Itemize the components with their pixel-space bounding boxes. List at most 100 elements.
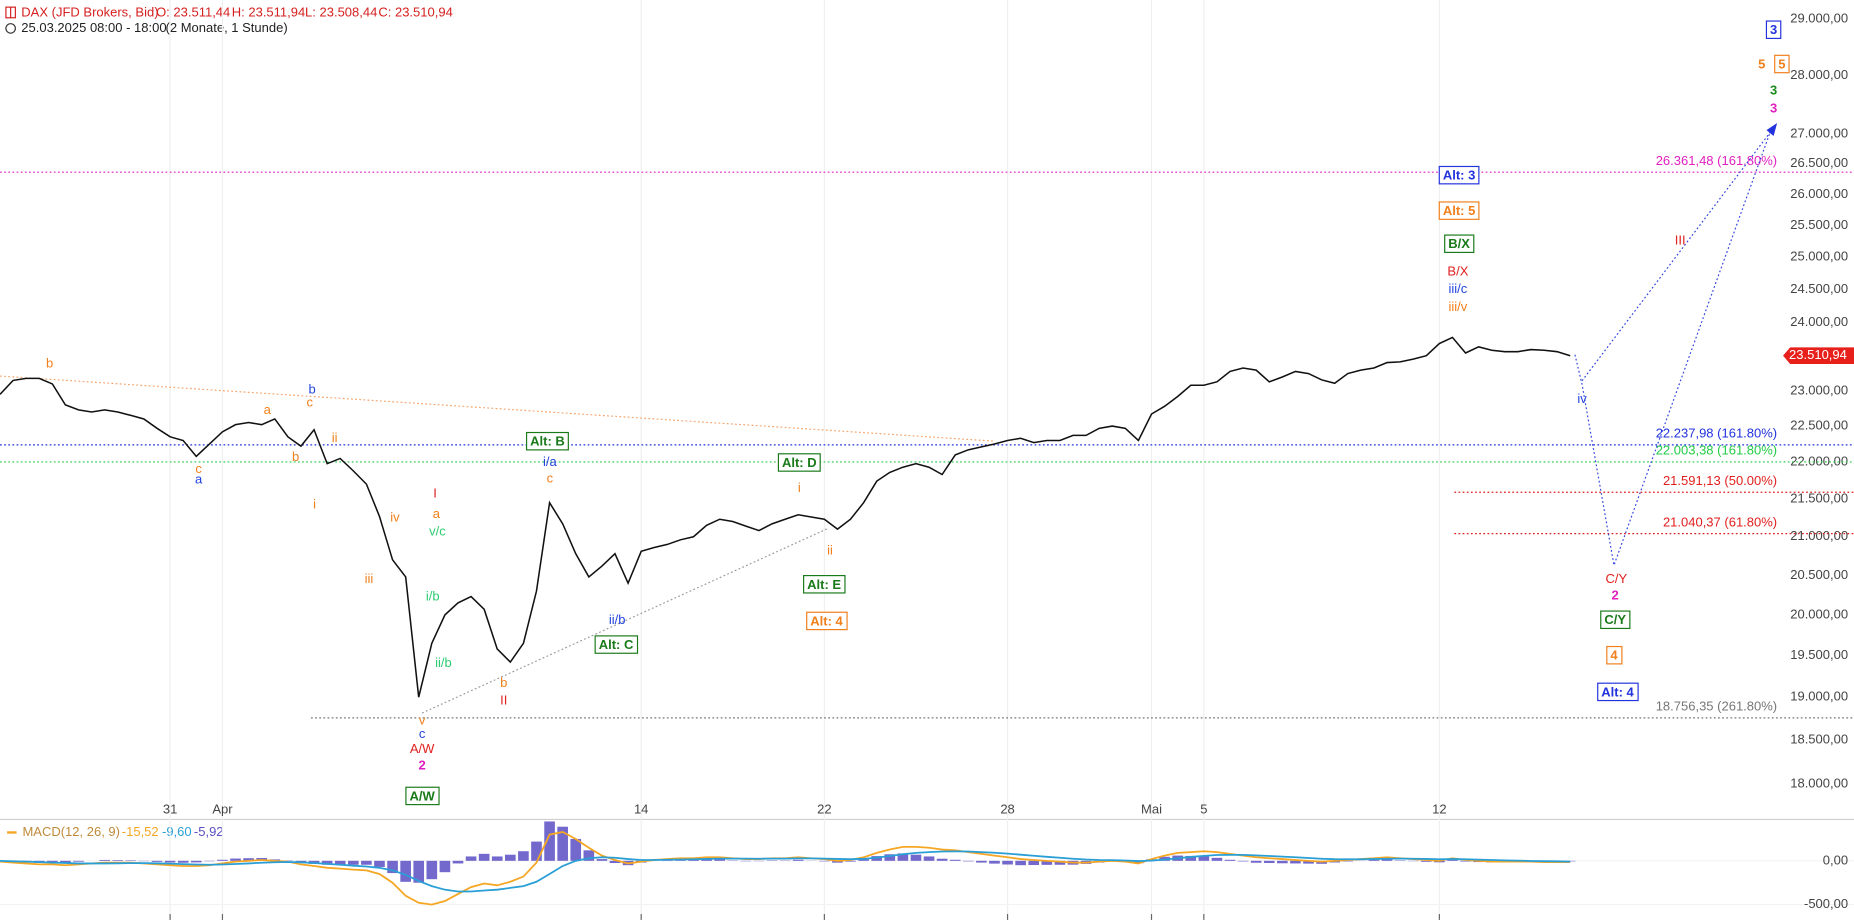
macd-histogram-bar <box>962 860 974 862</box>
wave-label-box <box>803 574 846 594</box>
y-tick-label: 26.000,00 <box>1790 186 1848 201</box>
wave-label-box <box>1444 234 1475 254</box>
y-tick-label: 25.500,00 <box>1790 217 1848 232</box>
clock-icon <box>5 23 16 34</box>
header-ohlc: O: 23.511,44 <box>156 4 230 19</box>
wave-label: 3 <box>1770 100 1777 115</box>
macd-histogram-bar <box>1002 860 1013 865</box>
macd-histogram-bar <box>99 859 111 861</box>
macd-histogram-bar <box>1133 860 1144 864</box>
wave-label: Alt: 5 <box>1438 201 1480 220</box>
y-tick-label: 19.000,00 <box>1790 689 1848 704</box>
wave-label: 3 <box>1765 20 1782 40</box>
wave-label: c <box>195 461 202 476</box>
macd-histogram-bar <box>374 860 385 867</box>
wave-label: Alt: D <box>777 453 821 472</box>
wave-label: C/Y <box>1606 571 1628 586</box>
macd-histogram-bar <box>701 859 712 861</box>
wave-label-text: ii/b <box>609 612 626 627</box>
wave-label: b <box>46 356 53 371</box>
macd-histogram-bar <box>413 860 425 883</box>
macd-histogram-bar <box>714 859 726 861</box>
wave-label: A/W <box>410 741 435 756</box>
wave-label-text: b <box>500 675 507 690</box>
wave-label: c <box>307 395 314 410</box>
macd-histogram-bar <box>151 860 163 862</box>
macd-histogram-bar <box>1290 860 1301 864</box>
wave-label-box <box>1774 54 1790 74</box>
macd-histogram-bar <box>531 841 542 861</box>
wave-label-box <box>525 431 569 451</box>
wave-label: iii/v <box>1449 299 1468 314</box>
macd-histogram-bar <box>60 860 71 864</box>
y-tick-label: 21.500,00 <box>1790 490 1848 505</box>
wave-label: v/c <box>429 524 446 539</box>
wave-label-box <box>1597 682 1639 702</box>
macd-histogram-bar <box>819 860 830 862</box>
wave-label: v <box>419 713 426 728</box>
wave-label-text: 3 <box>1770 83 1777 98</box>
macd-histogram-bar <box>1198 856 1210 861</box>
macd-histogram-bar <box>845 860 856 862</box>
y-tick-label: 20.500,00 <box>1790 567 1848 582</box>
level-label: 21.040,37 (61.80%) <box>1663 514 1777 529</box>
y-tick-label: 20.000,00 <box>1790 606 1848 621</box>
wave-label: iv <box>390 509 400 524</box>
wave-label: i/b <box>426 589 440 604</box>
projection-arrow <box>1766 123 1778 137</box>
macd-legend-value: -5,92 <box>194 824 224 839</box>
macd-histogram-bar <box>400 860 411 882</box>
macd-histogram-bar <box>230 858 241 861</box>
wave-label: ii/b <box>435 655 452 670</box>
wave-label-text: 3 <box>1770 100 1777 115</box>
wave-label: B/X <box>1447 263 1468 278</box>
macd-histogram-bar <box>125 860 137 861</box>
macd-histogram-bar <box>1237 860 1249 862</box>
wave-label: c <box>419 726 426 741</box>
wave-label-text: A/W <box>410 741 435 756</box>
macd-histogram-bar <box>439 860 451 873</box>
x-tick-label: 31 <box>163 801 177 816</box>
wave-label-text: c <box>307 395 314 410</box>
wave-label-box <box>1438 165 1480 185</box>
wave-label-text: v <box>419 713 426 728</box>
wave-label: i <box>313 496 316 511</box>
macd-histogram-bar <box>1447 859 1458 861</box>
y-tick-label: 21.000,00 <box>1790 528 1848 543</box>
wave-label: 5 <box>1774 54 1790 74</box>
macd-legend-value: -15,52 <box>122 824 159 839</box>
wave-label: 2 <box>418 758 425 773</box>
wave-label: I <box>433 486 437 501</box>
header-title: DAX (JFD Brokers, Bid) <box>21 4 158 19</box>
wave-label-text: i <box>798 480 801 495</box>
wave-label: Alt: 4 <box>806 611 848 631</box>
wave-label: II <box>500 693 507 708</box>
macd-histogram-bar <box>1015 860 1026 866</box>
wave-label-text: iv <box>1577 391 1587 406</box>
macd-histogram-bar <box>583 850 595 861</box>
y-tick-label: 19.500,00 <box>1790 647 1848 662</box>
price-tag <box>1783 347 1854 364</box>
level-label: 22.237,98 (161.80%) <box>1656 426 1777 441</box>
macd-histogram-bar <box>321 860 333 865</box>
macd-histogram-bar <box>832 860 843 863</box>
macd-histogram-bar <box>164 860 176 863</box>
wave-label: a <box>195 472 203 487</box>
wave-label-text: Alt: B <box>530 434 565 449</box>
wave-label: 2 <box>1612 587 1619 602</box>
wave-label-text: ii/b <box>435 655 452 670</box>
wave-label: Alt: 3 <box>1438 165 1480 185</box>
macd-histogram-bar <box>73 860 84 862</box>
wave-label-text: ii <box>827 542 833 557</box>
macd-histogram-bar <box>557 826 568 861</box>
wave-label-text: Alt: 4 <box>1601 684 1634 699</box>
y-tick-label: -500,00 <box>1804 896 1848 911</box>
macd-histogram-bar <box>1054 860 1066 865</box>
wave-label-text: 2 <box>1612 587 1619 602</box>
wave-label: 3 <box>1770 83 1777 98</box>
wave-label-text: iii/v <box>1449 299 1468 314</box>
wave-label-text: iii/c <box>1449 281 1468 296</box>
wave-label-text: iii <box>365 571 374 586</box>
